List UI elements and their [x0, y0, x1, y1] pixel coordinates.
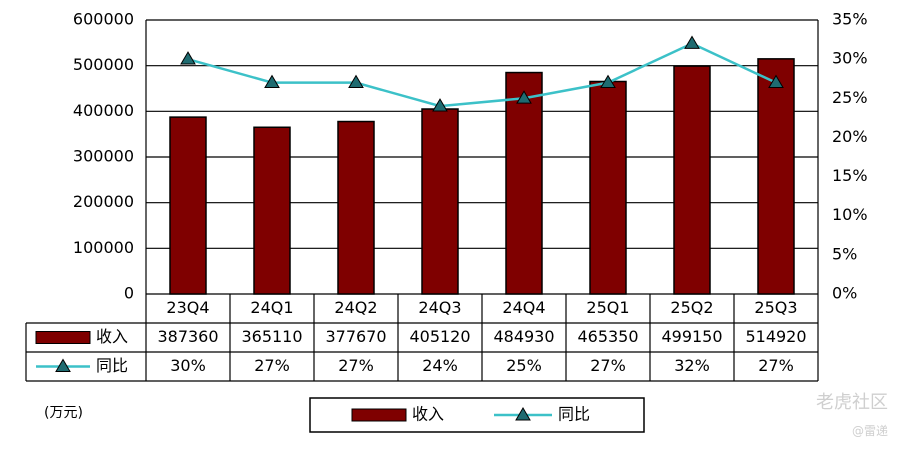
y-tick-left: 300000: [73, 147, 134, 166]
table-cell: 27%: [338, 356, 374, 375]
y-tick-right: 0%: [832, 284, 857, 303]
table-row-label: 收入: [96, 327, 128, 346]
table-cell: 484930: [493, 327, 554, 346]
bar: [505, 71, 543, 295]
series-point: [600, 74, 616, 89]
table-cell: 387360: [157, 327, 218, 346]
category-label: 24Q1: [250, 298, 293, 317]
bar: [673, 65, 711, 295]
category-label: 24Q2: [334, 298, 377, 317]
series-point: [768, 74, 784, 89]
table-cell: 32%: [674, 356, 710, 375]
table-cell: 405120: [409, 327, 470, 346]
watermark-sub: @雷递: [851, 424, 888, 438]
y-tick-right: 25%: [832, 88, 868, 107]
series-point: [516, 90, 532, 104]
y-tick-left: 0: [124, 284, 134, 303]
bar: [337, 120, 375, 295]
y-tick-left: 400000: [73, 101, 134, 120]
category-label: 25Q1: [586, 298, 629, 317]
legend-label: 收入: [412, 405, 444, 424]
series-point: [684, 35, 700, 49]
table-cell: 499150: [661, 327, 722, 346]
bar: [589, 80, 627, 295]
bar: [169, 116, 207, 295]
legend-key-bar: [351, 408, 407, 422]
table-cell: 27%: [254, 356, 290, 375]
table-cell: 514920: [745, 327, 806, 346]
y-tick-right: 20%: [832, 127, 868, 146]
table-key-bar: [35, 331, 91, 344]
category-label: 25Q3: [754, 298, 797, 317]
y-tick-left: 200000: [73, 192, 134, 211]
category-label: 24Q4: [502, 298, 545, 317]
category-label: 24Q3: [418, 298, 461, 317]
y-tick-right: 15%: [832, 166, 868, 185]
y-tick-right: 10%: [832, 205, 868, 224]
bar: [253, 126, 291, 295]
series-point: [432, 98, 448, 112]
series-point: [264, 74, 280, 89]
table-row-label: 同比: [96, 356, 128, 375]
y-tick-left: 100000: [73, 238, 134, 257]
table-cell: 30%: [170, 356, 206, 375]
table-cell: 465350: [577, 327, 638, 346]
legend-key-marker: [515, 407, 531, 421]
series-point: [180, 51, 196, 65]
y-tick-right: 30%: [832, 49, 868, 68]
bar: [757, 58, 795, 295]
bar: [421, 108, 459, 295]
legend-label: 同比: [558, 405, 590, 424]
series-point: [348, 74, 364, 89]
y-tick-right: 35%: [832, 10, 868, 29]
table-cell: 27%: [590, 356, 626, 375]
table-cell: 365110: [241, 327, 302, 346]
category-label: 25Q2: [670, 298, 713, 317]
table-cell: 25%: [506, 356, 542, 375]
category-label: 23Q4: [166, 298, 209, 317]
table-cell: 27%: [758, 356, 794, 375]
y-tick-right: 5%: [832, 244, 857, 263]
watermark: 老虎社区: [816, 392, 888, 413]
table-key-marker: [55, 358, 71, 372]
unit-label: (万元): [44, 405, 83, 421]
table-cell: 377670: [325, 327, 386, 346]
y-tick-left: 600000: [73, 10, 134, 29]
table-cell: 24%: [422, 356, 458, 375]
y-tick-left: 500000: [73, 55, 134, 74]
series-line: [187, 42, 777, 108]
